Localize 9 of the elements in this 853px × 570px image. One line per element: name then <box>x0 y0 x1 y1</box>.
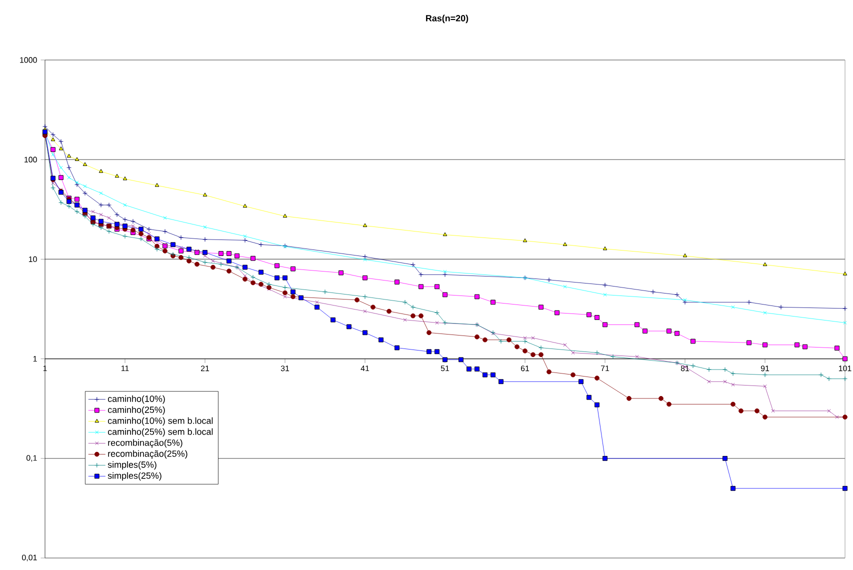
legend-label: caminho(25%) sem b.local <box>108 428 213 437</box>
legend-label: caminho(10%) sem b.local <box>108 417 213 426</box>
legend-label: recombinação(25%) <box>108 450 188 459</box>
legend-label: caminho(25%) <box>108 406 165 415</box>
legend-label: simples(25%) <box>108 472 162 481</box>
chart-title: Ras(n=20) <box>426 14 468 24</box>
legend-label: caminho(10%) <box>108 395 165 404</box>
legend-label: simples(5%) <box>108 461 156 470</box>
legend-label: recombinação(5%) <box>108 439 182 448</box>
